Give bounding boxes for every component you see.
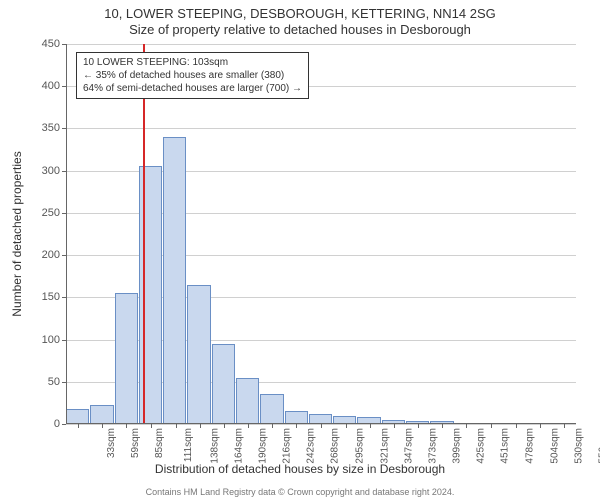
ytick-mark xyxy=(62,382,66,383)
chart-container: 10, LOWER STEEPING, DESBOROUGH, KETTERIN… xyxy=(0,0,600,500)
ytick-label: 50 xyxy=(26,376,60,388)
xtick-label: 295sqm xyxy=(355,428,366,464)
xtick-mark xyxy=(540,424,541,428)
xtick-mark xyxy=(418,424,419,428)
xtick-label: 138sqm xyxy=(209,428,220,464)
ytick-label: 300 xyxy=(26,165,60,177)
annotation-box: 10 LOWER STEEPING: 103sqm ← 35% of detac… xyxy=(76,52,309,99)
ytick-label: 400 xyxy=(26,80,60,92)
reference-line xyxy=(143,44,145,424)
xtick-mark xyxy=(176,424,177,428)
xtick-mark xyxy=(346,424,347,428)
xtick-mark xyxy=(491,424,492,428)
xtick-label: 216sqm xyxy=(282,428,293,464)
title-line-1: 10, LOWER STEEPING, DESBOROUGH, KETTERIN… xyxy=(0,6,600,21)
xtick-mark xyxy=(442,424,443,428)
ytick-label: 100 xyxy=(26,334,60,346)
ytick-label: 200 xyxy=(26,249,60,261)
xtick-mark xyxy=(370,424,371,428)
xtick-mark xyxy=(272,424,273,428)
xtick-label: 504sqm xyxy=(549,428,560,464)
xtick-label: 190sqm xyxy=(258,428,269,464)
annotation-line-2: ← 35% of detached houses are smaller (38… xyxy=(83,69,302,82)
histogram-bar xyxy=(90,405,113,424)
ytick-mark xyxy=(62,171,66,172)
xtick-mark xyxy=(151,424,152,428)
ytick-mark xyxy=(62,297,66,298)
xtick-label: 425sqm xyxy=(476,428,487,464)
histogram-bar xyxy=(187,285,210,424)
y-axis-line xyxy=(66,44,67,424)
xtick-mark xyxy=(394,424,395,428)
ytick-mark xyxy=(62,424,66,425)
xtick-mark xyxy=(224,424,225,428)
xtick-label: 451sqm xyxy=(500,428,511,464)
histogram-bar xyxy=(260,394,283,424)
xtick-mark xyxy=(466,424,467,428)
xtick-mark xyxy=(248,424,249,428)
annotation-line-1: 10 LOWER STEEPING: 103sqm xyxy=(83,56,302,69)
ytick-label: 350 xyxy=(26,122,60,134)
ytick-mark xyxy=(62,44,66,45)
ytick-label: 450 xyxy=(26,38,60,50)
ytick-label: 250 xyxy=(26,207,60,219)
xtick-label: 373sqm xyxy=(428,428,439,464)
xtick-label: 164sqm xyxy=(233,428,244,464)
xtick-mark xyxy=(78,424,79,428)
xtick-label: 59sqm xyxy=(130,428,141,458)
xtick-label: 530sqm xyxy=(573,428,584,464)
plot-area xyxy=(66,44,576,424)
xtick-label: 347sqm xyxy=(403,428,414,464)
histogram-bar xyxy=(212,344,235,424)
ytick-mark xyxy=(62,213,66,214)
xtick-mark xyxy=(296,424,297,428)
title-line-2: Size of property relative to detached ho… xyxy=(0,22,600,37)
xtick-label: 478sqm xyxy=(525,428,536,464)
ytick-mark xyxy=(62,86,66,87)
annotation-line-3: 64% of semi-detached houses are larger (… xyxy=(83,82,302,95)
histogram-bar xyxy=(115,293,138,424)
xtick-mark xyxy=(200,424,201,428)
xtick-label: 268sqm xyxy=(330,428,341,464)
x-axis-label: Distribution of detached houses by size … xyxy=(0,462,600,476)
xtick-label: 111sqm xyxy=(183,428,194,462)
xtick-mark xyxy=(564,424,565,428)
xtick-label: 242sqm xyxy=(306,428,317,464)
ytick-mark xyxy=(62,255,66,256)
histogram-bar xyxy=(236,378,259,424)
xtick-mark xyxy=(126,424,127,428)
xtick-mark xyxy=(102,424,103,428)
histogram-bar xyxy=(163,137,186,424)
xtick-label: 33sqm xyxy=(106,428,117,458)
xtick-label: 399sqm xyxy=(452,428,463,464)
xtick-label: 321sqm xyxy=(379,428,390,464)
xtick-mark xyxy=(516,424,517,428)
footer: Contains HM Land Registry data © Crown c… xyxy=(0,487,600,498)
footer-line-1: Contains HM Land Registry data © Crown c… xyxy=(0,487,600,498)
histogram-bar xyxy=(66,409,89,424)
xtick-label: 85sqm xyxy=(154,428,165,458)
ytick-mark xyxy=(62,128,66,129)
ytick-label: 0 xyxy=(26,418,60,430)
ytick-label: 150 xyxy=(26,291,60,303)
xtick-mark xyxy=(321,424,322,428)
ytick-mark xyxy=(62,340,66,341)
